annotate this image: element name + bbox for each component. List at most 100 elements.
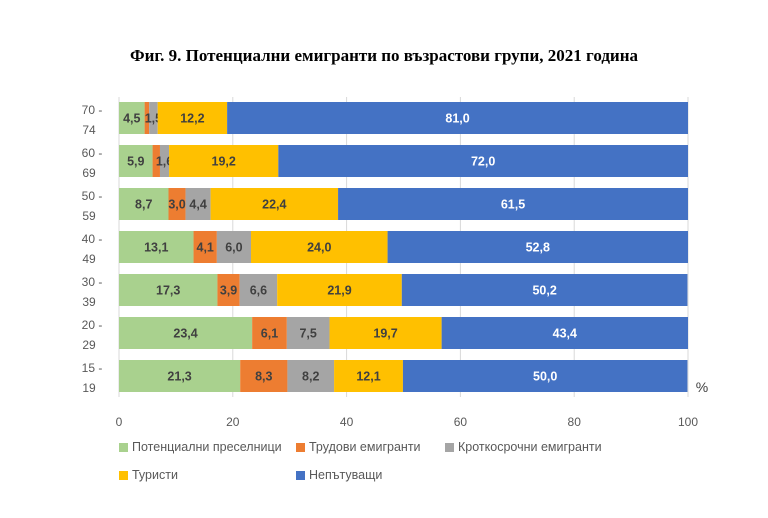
legend-label: Туристи: [132, 468, 178, 482]
bar-segment: [239, 274, 278, 306]
data-label: 23,4: [173, 327, 197, 341]
legend-swatch: [445, 442, 454, 452]
y-tick-label: 19: [82, 381, 96, 395]
x-tick-label: 60: [454, 415, 468, 429]
legend-item: Потенциални преселници: [119, 440, 282, 454]
data-label: 12,2: [180, 112, 204, 126]
bar-segment: [338, 188, 688, 220]
data-label: 19,2: [212, 155, 236, 169]
x-tick-label: 40: [340, 415, 354, 429]
data-label: 8,3: [255, 370, 272, 384]
bar-segment: [152, 145, 160, 177]
y-tick-label: 29: [82, 338, 96, 352]
data-label: 1,6: [156, 155, 173, 169]
bar-segment: [185, 188, 211, 220]
data-label: 3,0: [168, 198, 185, 212]
data-label: 8,2: [302, 370, 319, 384]
bar-segment: [401, 274, 688, 306]
y-tick-label: 59: [82, 209, 96, 223]
bar-segment: [402, 360, 688, 392]
bar-segment: [119, 145, 153, 177]
bar-segment: [119, 360, 241, 392]
legend-item: Трудови емигранти: [296, 440, 421, 454]
bar-segment: [193, 231, 217, 263]
legend-label: Трудови емигранти: [309, 440, 421, 454]
data-label: 4,5: [123, 112, 140, 126]
bar-segment: [157, 102, 228, 134]
data-label: 50,0: [533, 370, 557, 384]
bar-segment: [119, 231, 194, 263]
data-label: 19,7: [373, 327, 397, 341]
x-axis-label: %: [696, 379, 708, 395]
bar-segment: [240, 360, 288, 392]
y-tick-label: 70 -: [82, 103, 103, 117]
x-tick-label: 80: [568, 415, 582, 429]
y-tick-label: 20 -: [82, 318, 103, 332]
legend-label: Непътуващи: [309, 468, 383, 482]
legend-swatch: [119, 470, 128, 480]
bar-segment: [210, 188, 339, 220]
data-label: 13,1: [144, 241, 168, 255]
bar-segment: [329, 317, 442, 349]
data-label: 24,0: [307, 241, 331, 255]
bar-segment: [217, 274, 240, 306]
bar-segment: [227, 102, 689, 134]
data-label: 8,7: [135, 198, 152, 212]
data-label: 52,8: [526, 241, 550, 255]
bar-segment: [278, 145, 688, 177]
legend-item: Туристи: [119, 468, 178, 482]
bar-segment: [287, 360, 335, 392]
data-label: 43,4: [553, 327, 577, 341]
bar-segment: [149, 102, 158, 134]
legend-swatch: [296, 442, 305, 452]
data-label: 6,0: [225, 241, 242, 255]
data-label: 81,0: [445, 112, 469, 126]
y-tick-label: 49: [82, 252, 96, 266]
chart-title: Фиг. 9. Потенциални емигранти по възраст…: [129, 46, 639, 65]
data-label: 22,4: [262, 198, 286, 212]
legend-swatch: [119, 442, 128, 452]
bar-segment: [277, 274, 402, 306]
bar-segment: [387, 231, 688, 263]
bar-segment: [119, 274, 218, 306]
data-label: 7,5: [299, 327, 316, 341]
bar-segment: [441, 317, 688, 349]
y-tick-label: 60 -: [82, 146, 103, 160]
bar-segment: [334, 360, 403, 392]
legend-label: Потенциални преселници: [132, 440, 282, 454]
bar-segment: [168, 188, 186, 220]
y-tick-label: 30 -: [82, 275, 103, 289]
y-tick-label: 50 -: [82, 189, 103, 203]
y-tick-label: 39: [82, 295, 96, 309]
x-tick-label: 100: [678, 415, 698, 429]
legend-label: Кроткосрочни емигранти: [458, 440, 602, 454]
data-label: 4,1: [197, 241, 214, 255]
bar-segment: [286, 317, 330, 349]
data-label: 6,6: [250, 284, 267, 298]
data-label: 17,3: [156, 284, 180, 298]
data-label: 5,9: [127, 155, 144, 169]
data-label: 4,4: [189, 198, 206, 212]
bar-segment: [119, 317, 253, 349]
x-tick-label: 0: [116, 415, 123, 429]
y-tick-label: 69: [82, 166, 96, 180]
y-tick-label: 74: [82, 123, 96, 137]
data-label: 3,9: [220, 284, 237, 298]
bar-segment: [159, 145, 170, 177]
data-label: 12,1: [356, 370, 380, 384]
y-tick-label: 40 -: [82, 232, 103, 246]
legend-swatch: [296, 470, 305, 480]
data-label: 61,5: [501, 198, 525, 212]
data-label: 21,3: [167, 370, 191, 384]
bar-segment: [169, 145, 279, 177]
data-label: 50,2: [532, 284, 556, 298]
legend-item: Непътуващи: [296, 468, 382, 482]
bar-segment: [119, 102, 145, 134]
y-tick-label: 15 -: [82, 361, 103, 375]
data-label: 21,9: [327, 284, 351, 298]
x-tick-label: 20: [226, 415, 240, 429]
bar-segment: [144, 102, 150, 134]
bar-segment: [216, 231, 252, 263]
data-label: 6,1: [261, 327, 278, 341]
